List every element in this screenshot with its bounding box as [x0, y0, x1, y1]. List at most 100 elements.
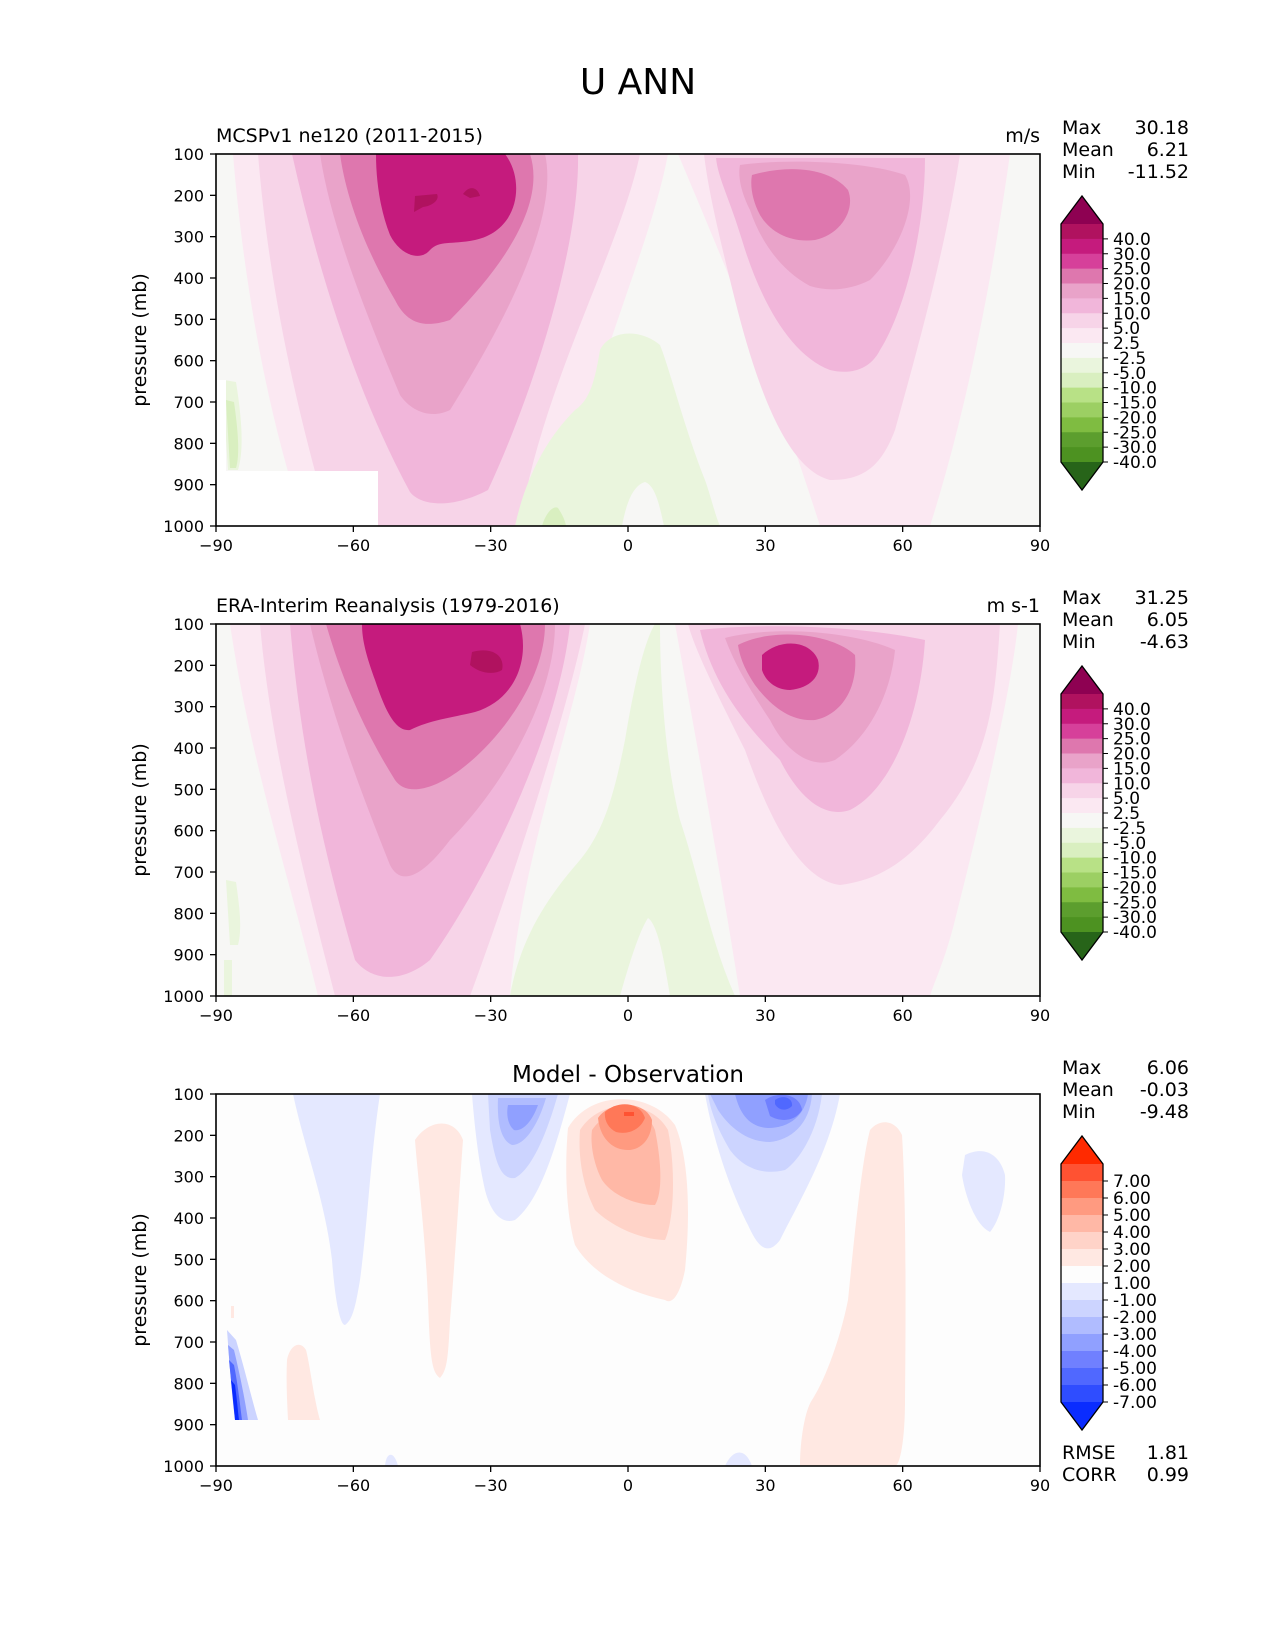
y-tick-label: 400: [173, 739, 204, 758]
colorbar-segment: [1061, 1351, 1103, 1369]
panel-observation: ERA-Interim Reanalysis (1979-2016) m s-1: [129, 587, 1189, 1025]
x-tick-label: 90: [1030, 1006, 1050, 1025]
colorbar-segment: [1061, 723, 1103, 740]
y-tick-label: 1000: [163, 517, 204, 536]
colorbar-label: -2.5: [1113, 819, 1146, 839]
colorbar-label: 2.5: [1113, 334, 1140, 354]
figure-title: U ANN: [580, 62, 696, 103]
y-axis-label: pressure (mb): [129, 743, 151, 877]
y-tick-label: 100: [173, 615, 204, 634]
colorbar-label: -30.0: [1113, 438, 1157, 458]
x-tick-label: −90: [199, 536, 233, 555]
colorbar-label: -10.0: [1113, 379, 1157, 399]
colorbar-label: -10.0: [1113, 849, 1157, 869]
x-tick-label: −90: [199, 1006, 233, 1025]
y-tick-label: 600: [173, 822, 204, 841]
metric-value: 1.81: [1147, 1442, 1189, 1464]
stat-label: Mean: [1062, 139, 1114, 161]
colorbar-label: -15.0: [1113, 394, 1157, 414]
colorbar-segment: [1061, 798, 1103, 814]
colorbar-label: -1.00: [1113, 1291, 1157, 1311]
colorbar-segment: [1061, 1317, 1103, 1335]
y-tick-label: 700: [173, 1333, 204, 1352]
colorbar-label: -20.0: [1113, 878, 1157, 898]
colorbar-extend-max: [1061, 666, 1103, 694]
x-tick-label: −30: [474, 1006, 508, 1025]
x-tick-label: −30: [474, 536, 508, 555]
stat-value: 6.06: [1147, 1057, 1189, 1079]
colorbar-label: 5.00: [1113, 1206, 1151, 1226]
colorbar-label: 1.00: [1113, 1274, 1151, 1294]
colorbar-label: 40.0: [1113, 700, 1151, 720]
panel-units: m/s: [1005, 125, 1040, 147]
colorbar-segment: [1061, 313, 1103, 329]
colorbar-segment: [1061, 902, 1103, 918]
x-tick-label: 30: [755, 1476, 775, 1495]
contour-field: [216, 154, 1040, 526]
colorbar-segment: [1061, 417, 1103, 433]
colorbar-label: 10.0: [1113, 304, 1151, 324]
x-tick-label: −60: [336, 536, 370, 555]
colorbar-label: 25.0: [1113, 260, 1151, 280]
stat-label: Min: [1062, 631, 1096, 653]
stat-value: -4.63: [1140, 631, 1189, 653]
y-tick-label: 800: [173, 434, 204, 453]
y-tick-label: 100: [173, 145, 204, 164]
colorbar-label: -15.0: [1113, 864, 1157, 884]
colorbar: 7.006.005.004.003.002.001.00-1.00-2.00-3…: [1060, 1134, 1157, 1432]
colorbar-label: -40.0: [1113, 923, 1157, 943]
colorbar-label: 5.0: [1113, 319, 1140, 339]
colorbar-label: 15.0: [1113, 289, 1151, 309]
colorbar-segment: [1061, 1334, 1103, 1352]
y-tick-label: 400: [173, 269, 204, 288]
contour-field: [216, 1094, 1040, 1466]
colorbar-segment: [1061, 813, 1103, 829]
stat-value: 6.05: [1147, 609, 1189, 631]
y-tick-label: 600: [173, 352, 204, 371]
colorbar-segment: [1061, 694, 1103, 710]
y-axis-label: pressure (mb): [129, 273, 151, 407]
colorbar-segment: [1061, 268, 1103, 284]
colorbar-extend-min: [1061, 462, 1103, 490]
colorbar-segment: [1061, 1283, 1103, 1301]
panel-units: m s-1: [987, 595, 1040, 617]
stat-value: -11.52: [1128, 161, 1189, 183]
x-tick-label: −90: [199, 1476, 233, 1495]
panel-difference: Model - Observation: [129, 1057, 1189, 1495]
panel-model: MCSPv1 ne120 (2011-2015) m/s: [129, 117, 1189, 555]
colorbar-label: 20.0: [1113, 745, 1151, 765]
x-tick-label: 60: [892, 536, 912, 555]
metrics-box: RMSE 1.81 CORR 0.99: [1062, 1442, 1189, 1486]
stat-value: 6.21: [1147, 139, 1189, 161]
x-tick-label: 0: [623, 1006, 633, 1025]
x-tick-label: −30: [474, 1476, 508, 1495]
colorbar-segment: [1061, 768, 1103, 784]
y-tick-label: 500: [173, 1250, 204, 1269]
colorbar-segment: [1061, 1215, 1103, 1233]
colorbar-label: -5.0: [1113, 834, 1146, 854]
colorbar-segment: [1061, 432, 1103, 448]
y-tick-label: 500: [173, 780, 204, 799]
y-tick-label: 200: [173, 1126, 204, 1145]
colorbar-label: -30.0: [1113, 908, 1157, 928]
y-tick-label: 600: [173, 1292, 204, 1311]
colorbar-label: 30.0: [1113, 715, 1151, 735]
colorbar: 40.030.025.020.015.010.05.02.5-2.5-5.0-1…: [1060, 664, 1157, 962]
stat-label: Max: [1062, 117, 1101, 139]
colorbar-label: -20.0: [1113, 408, 1157, 428]
stat-label: Mean: [1062, 609, 1114, 631]
colorbar-segment: [1061, 1368, 1103, 1386]
y-tick-label: 200: [173, 186, 204, 205]
colorbar-segment: [1061, 1198, 1103, 1216]
colorbar-segment: [1061, 372, 1103, 389]
colorbar-label: 7.00: [1113, 1172, 1151, 1192]
colorbar-segment: [1061, 447, 1103, 463]
x-tick-label: 60: [892, 1006, 912, 1025]
colorbar-label: -5.00: [1113, 1359, 1157, 1379]
colorbar-segment: [1061, 1181, 1103, 1199]
colorbar-label: 4.00: [1113, 1223, 1151, 1243]
stat-label: Max: [1062, 1057, 1101, 1079]
colorbar-label: 25.0: [1113, 730, 1151, 750]
colorbar-segment: [1061, 1249, 1103, 1267]
